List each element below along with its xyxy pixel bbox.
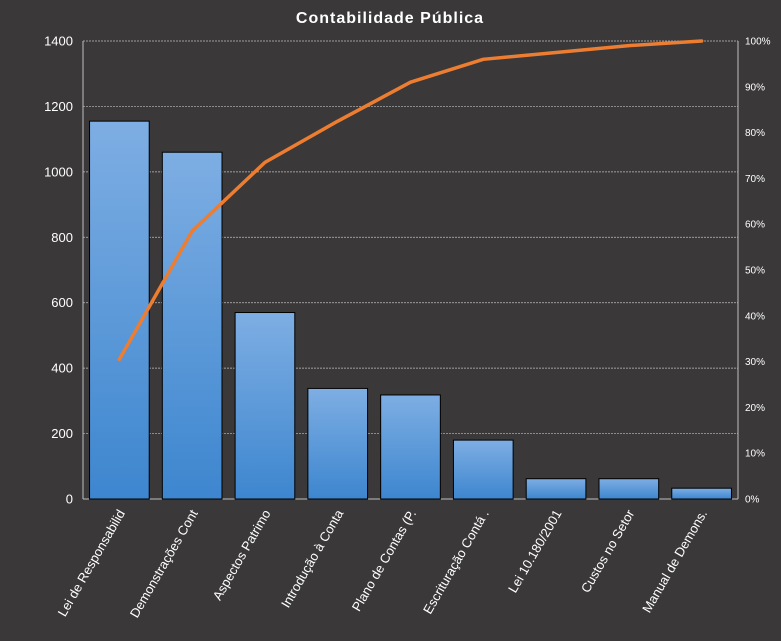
y2-tick-label: 80% bbox=[745, 128, 765, 139]
bar bbox=[598, 478, 660, 500]
y2-tick-label: 30% bbox=[745, 357, 765, 368]
line-point bbox=[700, 39, 704, 43]
y-axis-left: 0 200 400 600 800 1000 1200 1400 bbox=[44, 34, 73, 507]
line-point bbox=[554, 50, 558, 54]
bar bbox=[89, 120, 150, 500]
cumulative-line-series bbox=[117, 39, 704, 362]
y2-tick-label: 0% bbox=[745, 495, 760, 506]
bar bbox=[161, 151, 223, 500]
line-point bbox=[627, 44, 631, 48]
chart-title: Contabilidade Pública bbox=[296, 10, 484, 27]
y-tick-label: 800 bbox=[51, 230, 73, 245]
y-tick-label: 1200 bbox=[44, 99, 73, 114]
y-tick-label: 1000 bbox=[44, 164, 73, 179]
line-point bbox=[336, 119, 340, 123]
bar bbox=[671, 487, 732, 500]
x-tick-label: Demonstrações Cont bbox=[127, 507, 201, 621]
y2-tick-label: 100% bbox=[745, 37, 771, 48]
y2-tick-label: 90% bbox=[745, 82, 765, 93]
y-axis-right: 0% 10% 20% 30% 40% 50% 60% 70% 80% 90% 100% bbox=[745, 37, 771, 506]
y-tick-label: 0 bbox=[66, 492, 73, 507]
y2-tick-label: 40% bbox=[745, 311, 765, 322]
x-tick-label: Plano de Contas (P. bbox=[349, 507, 419, 614]
y-tick-label: 200 bbox=[51, 426, 73, 441]
line-point bbox=[190, 229, 194, 233]
x-tick-label: Lei 10.180/2001 bbox=[505, 507, 565, 595]
y-tick-label: 1400 bbox=[44, 34, 73, 49]
y2-tick-label: 10% bbox=[745, 449, 765, 460]
x-tick-label: Aspectos Patrimo bbox=[210, 507, 274, 603]
y2-tick-label: 60% bbox=[745, 220, 765, 231]
bar bbox=[452, 439, 514, 500]
line-point bbox=[263, 160, 267, 164]
y-tick-label: 600 bbox=[51, 295, 73, 310]
x-tick-label: Manual de Demons. bbox=[639, 507, 710, 615]
line-point bbox=[117, 357, 121, 361]
bar bbox=[380, 394, 441, 500]
x-tick-label: Introdução à Conta bbox=[278, 506, 347, 610]
line-point bbox=[481, 57, 485, 61]
bar bbox=[525, 478, 587, 500]
y2-tick-label: 50% bbox=[745, 266, 765, 277]
line-point bbox=[409, 80, 412, 84]
x-tick-label: Lei de Responsabilid bbox=[55, 507, 128, 619]
x-tick-label: Custos no Setor bbox=[578, 506, 638, 595]
y-tick-label: 400 bbox=[51, 361, 73, 376]
bar bbox=[307, 387, 369, 500]
y2-tick-label: 70% bbox=[745, 174, 765, 185]
y2-tick-label: 20% bbox=[745, 403, 765, 414]
bar-series bbox=[89, 120, 732, 500]
bar bbox=[234, 312, 296, 500]
x-tick-label: Escrituração Contá . bbox=[420, 507, 492, 617]
